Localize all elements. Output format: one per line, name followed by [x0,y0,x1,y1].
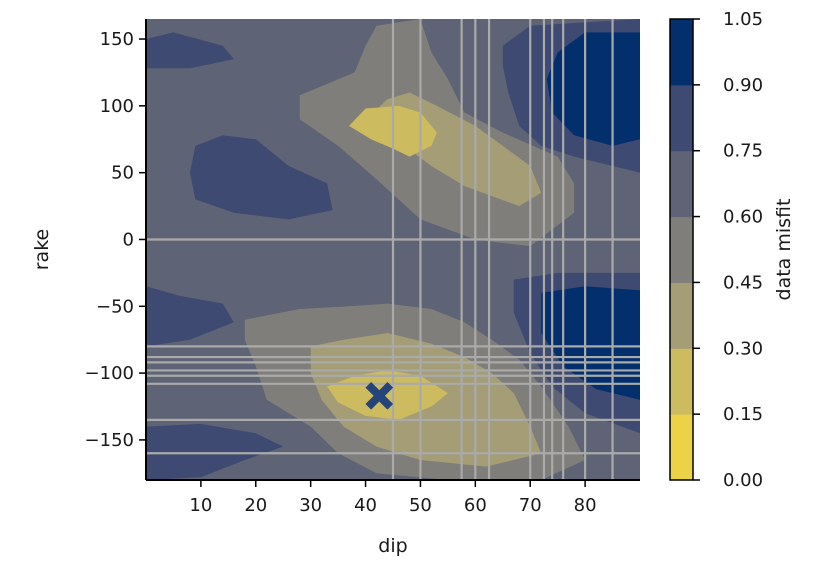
colorbar-tick-label: 0.60 [723,207,763,228]
colorbar-tick-label: 0.15 [723,404,763,425]
colorbar-tick-label: 0.75 [723,141,763,162]
x-tick-label: 40 [354,495,377,516]
y-tick-label: −100 [85,363,134,384]
x-tick-label: 60 [464,495,487,516]
contour-region-lower-left-low [146,286,234,347]
y-tick-label: 50 [111,163,134,184]
best-fit-marker-group [365,381,394,410]
grid-lines [146,19,640,480]
colorbar-segment [670,348,693,415]
contour-region-left-mid-blob [189,135,333,220]
colorbar: 0.00 0.15 0.30 0.45 0.60 0.75 0.90 1.05 [669,9,763,491]
best-fit-marker-stroke [365,381,394,410]
colorbar-segment [670,414,693,481]
colorbar-tick-label: 1.05 [723,9,763,30]
colorbar-segment [670,19,693,86]
contour-region-lower-right-deep [607,313,640,387]
y-tick-label: −50 [96,296,134,317]
x-tick-label: 20 [244,495,267,516]
colorbar-tick-label: 0.30 [723,338,763,359]
colorbar-segment [670,282,693,349]
colorbar-tick-label: 0.00 [723,470,763,491]
contour-regions [146,19,640,480]
x-axis-title: dip [378,535,407,557]
colorbar-frame [669,18,694,481]
contour-region-upper-left-low [146,32,234,69]
y-axis-title: rake [31,229,53,270]
x-ticks: 10 20 30 40 50 60 70 80 [189,480,597,516]
x-tick-label: 50 [409,495,432,516]
x-tick-label: 70 [519,495,542,516]
y-tick-label: 150 [100,29,134,50]
y-tick-label: 100 [100,96,134,117]
colorbar-segment [670,150,693,218]
colorbar-segment [670,216,693,283]
contour-region-upper-right-dark [546,32,640,146]
colorbar-tick-label: 0.45 [723,272,763,293]
x-tick-label: 80 [574,495,597,516]
colorbar-title: data misfit [773,199,795,301]
contour-region-upper-right-deep [623,72,640,133]
plot-area [146,19,640,480]
x-tick-label: 30 [299,495,322,516]
contour-region-lower-left-mid2 [146,423,284,480]
axes [145,19,640,481]
y-tick-label: 0 [123,229,134,250]
colorbar-tick-label: 0.90 [723,75,763,96]
x-tick-label: 10 [189,495,212,516]
y-tick-label: −150 [85,430,134,451]
colorbar-segment [670,84,693,152]
y-ticks: 150 100 50 0 −50 −100 −150 [85,29,146,451]
